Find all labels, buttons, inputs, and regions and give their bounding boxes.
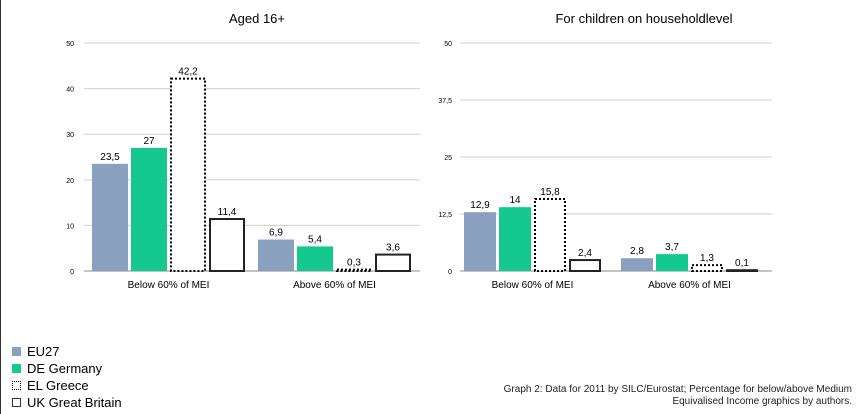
data-label: 15,8 bbox=[540, 187, 560, 198]
chart-children-household: For children on householdlevel 0 12,5 25 37,… bbox=[438, 11, 772, 291]
y-tick-label: 40 bbox=[66, 87, 74, 94]
legend-label-eu27: EU27 bbox=[27, 344, 60, 359]
legend-label-el-greece: EL Greece bbox=[27, 378, 89, 393]
data-label: 1,3 bbox=[700, 253, 714, 264]
x-category-label: Below 60% of MEI bbox=[492, 280, 574, 291]
bar-el-greece bbox=[170, 77, 206, 273]
legend-label-de-germany: DE Germany bbox=[27, 361, 103, 376]
legend-swatch-el-greece bbox=[12, 381, 21, 390]
legend-swatch-eu27 bbox=[12, 347, 21, 356]
data-label: 11,4 bbox=[218, 207, 237, 218]
bar-el-greece bbox=[336, 268, 372, 272]
x-category-label: Below 60% of MEI bbox=[128, 280, 210, 291]
data-label: 5,4 bbox=[308, 234, 322, 245]
chart-aged-16-plus: Aged 16+ 0 10 20 30 40 50 23,5 27 42,2 11,4 Below 6… bbox=[66, 11, 420, 291]
bar-de-germany bbox=[131, 147, 167, 271]
bar-eu27 bbox=[464, 212, 496, 271]
bar-de-germany bbox=[499, 207, 531, 271]
data-label: 0,1 bbox=[735, 258, 749, 269]
data-label: 27 bbox=[143, 136, 155, 147]
y-tick-label: 37,5 bbox=[438, 98, 452, 105]
legend-item-el-greece: EL Greece bbox=[12, 377, 122, 394]
y-tick-label: 50 bbox=[444, 41, 452, 48]
caption-line-1: Graph 2: Data for 2011 by SILC/Eurostat;… bbox=[503, 384, 852, 395]
data-label: 2,8 bbox=[630, 246, 644, 257]
legend-swatch-de-germany bbox=[12, 364, 21, 373]
y-tick-label: 50 bbox=[66, 41, 74, 48]
data-label: 23,5 bbox=[100, 152, 120, 163]
chart-title: Aged 16+ bbox=[229, 11, 285, 26]
data-label: 14 bbox=[509, 195, 521, 206]
data-label: 6,9 bbox=[269, 228, 283, 239]
bar-el-greece bbox=[534, 197, 566, 272]
data-label: 42,2 bbox=[178, 67, 198, 78]
data-label: 3,7 bbox=[665, 242, 679, 253]
legend-item-eu27: EU27 bbox=[12, 343, 122, 360]
bar-eu27 bbox=[258, 239, 294, 271]
figure-caption: Graph 2: Data for 2011 by SILC/Eurostat;… bbox=[432, 384, 852, 408]
data-label: 2,4 bbox=[578, 248, 592, 259]
y-tick-label: 20 bbox=[66, 178, 74, 185]
legend-label-uk-great-britain: UK Great Britain bbox=[27, 395, 122, 410]
y-tick-label: 10 bbox=[66, 223, 74, 230]
bar-uk-great-britain bbox=[209, 218, 245, 273]
chart-title: For children on householdlevel bbox=[555, 11, 732, 26]
legend: EU27 DE Germany EL Greece UK Great Brita… bbox=[12, 343, 122, 411]
x-category-label: Above 60% of MEI bbox=[648, 280, 731, 291]
legend-item-de-germany: DE Germany bbox=[12, 360, 122, 377]
y-tick-label: 0 bbox=[70, 269, 74, 276]
bar-uk-great-britain bbox=[569, 259, 601, 272]
y-tick-label: 25 bbox=[444, 155, 452, 162]
legend-item-uk-great-britain: UK Great Britain bbox=[12, 394, 122, 411]
bar-de-germany bbox=[656, 254, 688, 271]
bar-uk-great-britain bbox=[726, 269, 758, 273]
y-tick-label: 30 bbox=[66, 132, 74, 139]
y-tick-label: 0 bbox=[448, 269, 452, 276]
bar-eu27 bbox=[92, 163, 128, 271]
x-category-label: Above 60% of MEI bbox=[293, 280, 376, 291]
data-label: 3,6 bbox=[386, 243, 400, 254]
data-label: 0,3 bbox=[347, 258, 361, 269]
bar-eu27 bbox=[621, 258, 653, 271]
bar-de-germany bbox=[297, 246, 333, 271]
bar-el-greece bbox=[691, 264, 723, 272]
y-tick-label: 12,5 bbox=[438, 212, 452, 219]
bar-uk-great-britain bbox=[375, 253, 411, 272]
legend-swatch-uk-great-britain bbox=[12, 398, 21, 407]
caption-line-2: Equivalised Income graphics by authors. bbox=[672, 396, 852, 407]
data-label: 12,9 bbox=[470, 200, 490, 211]
